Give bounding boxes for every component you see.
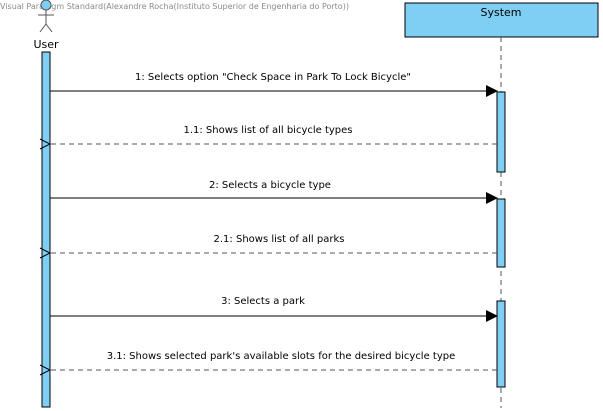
message-label: 2: Selects a bicycle type	[209, 180, 331, 191]
message-label: 1.1: Shows list of all bicycle types	[183, 125, 352, 136]
message-label: 3: Selects a park	[221, 296, 305, 307]
message-label: 3.1: Shows selected park's available slo…	[107, 351, 456, 362]
stick-figure-icon	[38, 0, 54, 33]
message-label: 2.1: Shows list of all parks	[214, 234, 345, 245]
actor-label: User	[33, 38, 59, 51]
system-activation-bar[interactable]	[496, 300, 506, 388]
system-lifeline-title: System	[480, 6, 521, 19]
message-label: 1: Selects option "Check Space in Park T…	[135, 72, 411, 83]
system-activation-bar[interactable]	[496, 198, 506, 268]
user-activation-bar[interactable]	[41, 51, 51, 408]
system-activation-bar[interactable]	[496, 91, 506, 173]
system-lifeline-header[interactable]	[404, 2, 599, 38]
watermark-text: Visual Paradigm Standard(Alexandre Rocha…	[0, 2, 349, 11]
